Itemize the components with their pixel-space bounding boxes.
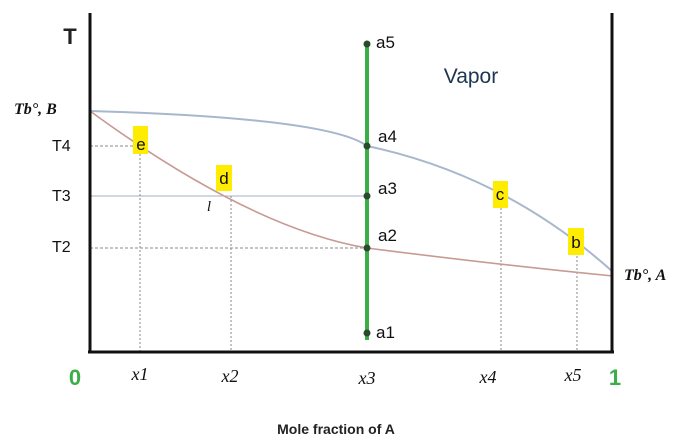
point-e-label: e	[136, 135, 145, 154]
tb-a-label: Tb°, A	[624, 267, 667, 284]
point-c-label: c	[496, 185, 505, 204]
point-a5-marker	[363, 40, 371, 48]
point-d-label: d	[219, 169, 228, 188]
point-a2-marker	[363, 244, 371, 252]
point-b-label: b	[571, 233, 580, 252]
x-axis-label: Mole fraction of A	[277, 421, 395, 437]
isopleth-points	[363, 40, 371, 337]
highlight-c	[493, 181, 508, 208]
guide-lines	[90, 145, 578, 352]
isopleth-point-labels: a5 a4 a3 a2 a1	[376, 33, 397, 342]
a4-label: a4	[378, 127, 397, 146]
a3-label: a3	[378, 179, 397, 198]
a2-label: a2	[378, 226, 397, 245]
x3-label: x3	[358, 368, 376, 388]
highlight-e	[133, 126, 148, 154]
point-a3-marker	[363, 192, 371, 200]
liquid-curve	[89, 110, 614, 277]
point-l-label: l	[207, 199, 211, 215]
x2-label: x2	[221, 366, 239, 386]
a1-label: a1	[376, 323, 395, 342]
t3-label: T3	[52, 188, 71, 205]
x-axis-end-label: 1	[609, 365, 621, 390]
highlight-d	[216, 165, 232, 191]
x-axis-start-label: 0	[69, 365, 81, 390]
t4-label: T4	[52, 138, 71, 155]
a5-label: a5	[376, 33, 395, 52]
composition-labels: x1 x2 x3 x4 x5	[131, 364, 582, 388]
y-axis-label: T	[63, 24, 77, 49]
t2-label: T2	[52, 239, 71, 256]
x5-label: x5	[564, 365, 582, 385]
highlight-b	[568, 228, 584, 255]
vapor-region-label: Vapor	[444, 65, 498, 88]
point-a1-marker	[363, 329, 371, 337]
point-a4-marker	[363, 142, 371, 150]
x4-label: x4	[479, 367, 497, 387]
x1-label: x1	[131, 364, 149, 384]
curve-point-labels: e d l c b	[136, 135, 580, 252]
tb-b-label: Tb°, B	[14, 101, 57, 118]
